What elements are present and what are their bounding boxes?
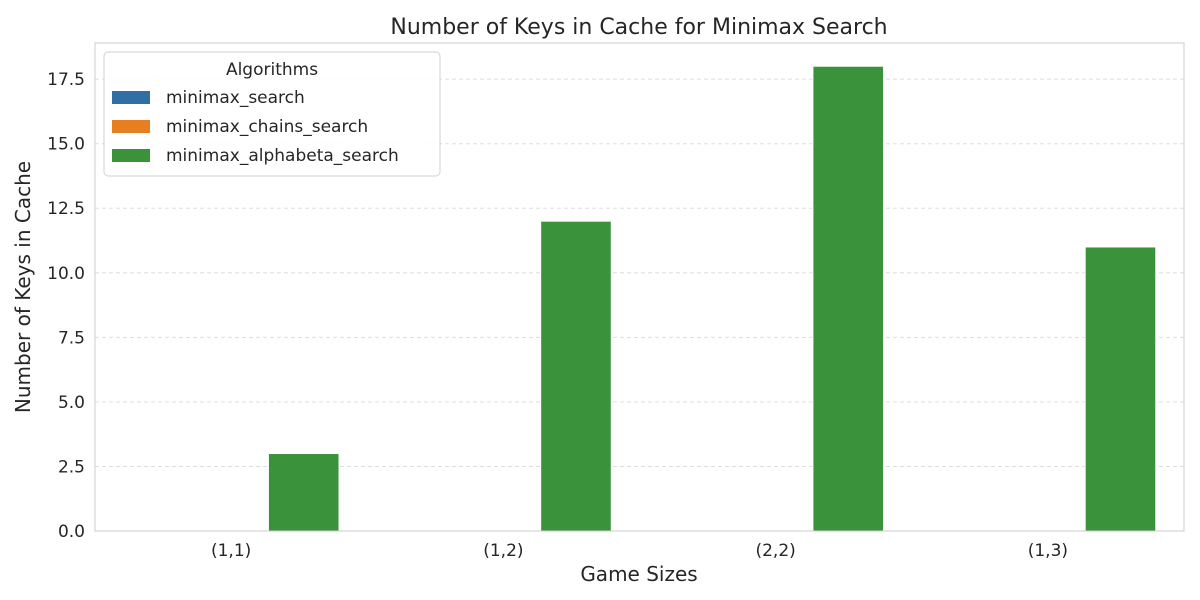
legend-title: Algorithms — [226, 60, 318, 80]
x-tick-label: (2,2) — [755, 541, 795, 561]
legend: Algorithms minimax_search minimax_chains_… — [103, 51, 441, 177]
y-tick-label: 7.5 — [58, 328, 85, 348]
x-tick-label: (1,1) — [211, 541, 251, 561]
x-tick-label: (1,3) — [1028, 541, 1068, 561]
bar-minimax_alphabeta_search — [267, 453, 340, 532]
legend-swatch — [112, 120, 150, 133]
bars-group — [267, 65, 1157, 532]
legend-swatch — [112, 149, 150, 162]
y-tick-label: 15.0 — [47, 135, 85, 155]
bar-minimax_alphabeta_search — [1084, 246, 1157, 532]
chart-title: Number of Keys in Cache for Minimax Sear… — [390, 15, 887, 40]
x-tick-label: (1,2) — [483, 541, 523, 561]
legend-label: minimax_chains_search — [166, 117, 368, 137]
x-axis-label: Game Sizes — [580, 562, 697, 586]
bar-minimax_alphabeta_search — [812, 65, 885, 532]
y-tick-label: 2.5 — [58, 457, 85, 477]
y-tick-labels: 0.0 2.5 5.0 7.5 10.0 12.5 15.0 17.5 — [47, 70, 85, 542]
bar-minimax_alphabeta_search — [540, 220, 612, 532]
legend-box — [103, 51, 441, 177]
y-tick-label: 0.0 — [58, 522, 85, 542]
plot-frame — [94, 42, 1185, 532]
legend-swatch — [112, 91, 150, 104]
y-axis-label: Number of Keys in Cache — [11, 161, 35, 413]
y-tick-label: 17.5 — [47, 70, 85, 90]
x-tick-labels: (1,1) (1,2) (2,2) (1,3) — [211, 541, 1068, 561]
y-tick-label: 5.0 — [58, 393, 85, 413]
y-tick-label: 10.0 — [47, 264, 85, 284]
y-tick-label: 12.5 — [47, 199, 85, 219]
legend-label: minimax_alphabeta_search — [166, 146, 399, 166]
legend-items: minimax_search minimax_chains_searchminim… — [112, 88, 399, 166]
legend-label: minimax_search — [166, 88, 305, 108]
